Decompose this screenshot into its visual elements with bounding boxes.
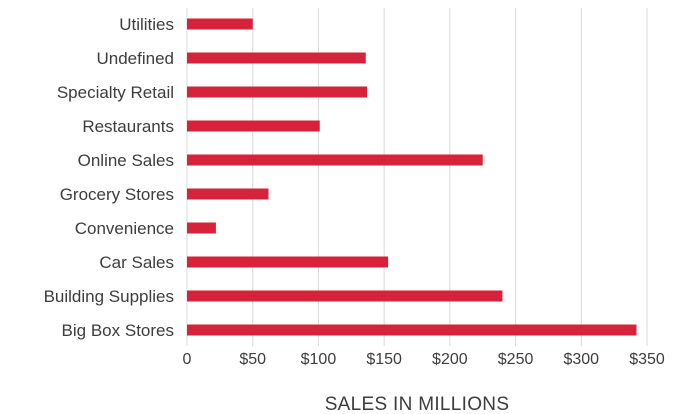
x-axis-ticks: 0 $50 $100 $150 $200 $250 $300 $350 xyxy=(183,351,665,368)
category-label: Building Supplies xyxy=(44,287,174,306)
x-tick-label: $150 xyxy=(366,351,402,368)
bar xyxy=(187,256,389,268)
category-label: Car Sales xyxy=(99,253,174,272)
bar xyxy=(187,154,483,166)
bar xyxy=(187,18,253,30)
x-tick-label: $350 xyxy=(629,351,665,368)
category-label: Convenience xyxy=(75,219,174,238)
category-label: Undefined xyxy=(96,49,174,68)
category-label: Online Sales xyxy=(78,151,174,170)
bar xyxy=(187,324,637,336)
bar xyxy=(187,120,320,132)
category-label: Grocery Stores xyxy=(60,185,174,204)
x-tick-label: $50 xyxy=(239,351,266,368)
x-axis-title: SALES IN MILLIONS xyxy=(325,394,510,414)
category-label: Utilities xyxy=(119,15,174,34)
x-tick-label: $100 xyxy=(301,351,337,368)
bar xyxy=(187,290,503,302)
category-label: Restaurants xyxy=(82,117,174,136)
bars xyxy=(187,18,637,336)
category-label: Specialty Retail xyxy=(57,83,174,102)
category-labels: Utilities Undefined Specialty Retail Restau… xyxy=(44,15,174,340)
bar xyxy=(187,52,366,64)
x-tick-label: $300 xyxy=(563,351,599,368)
x-tick-label: $250 xyxy=(498,351,534,368)
bar xyxy=(187,188,269,200)
x-tick-label: $200 xyxy=(432,351,468,368)
bar xyxy=(187,86,368,98)
x-tick-label: 0 xyxy=(183,351,192,368)
category-label: Big Box Stores xyxy=(62,321,174,340)
bar xyxy=(187,222,216,234)
gridlines xyxy=(186,8,648,346)
